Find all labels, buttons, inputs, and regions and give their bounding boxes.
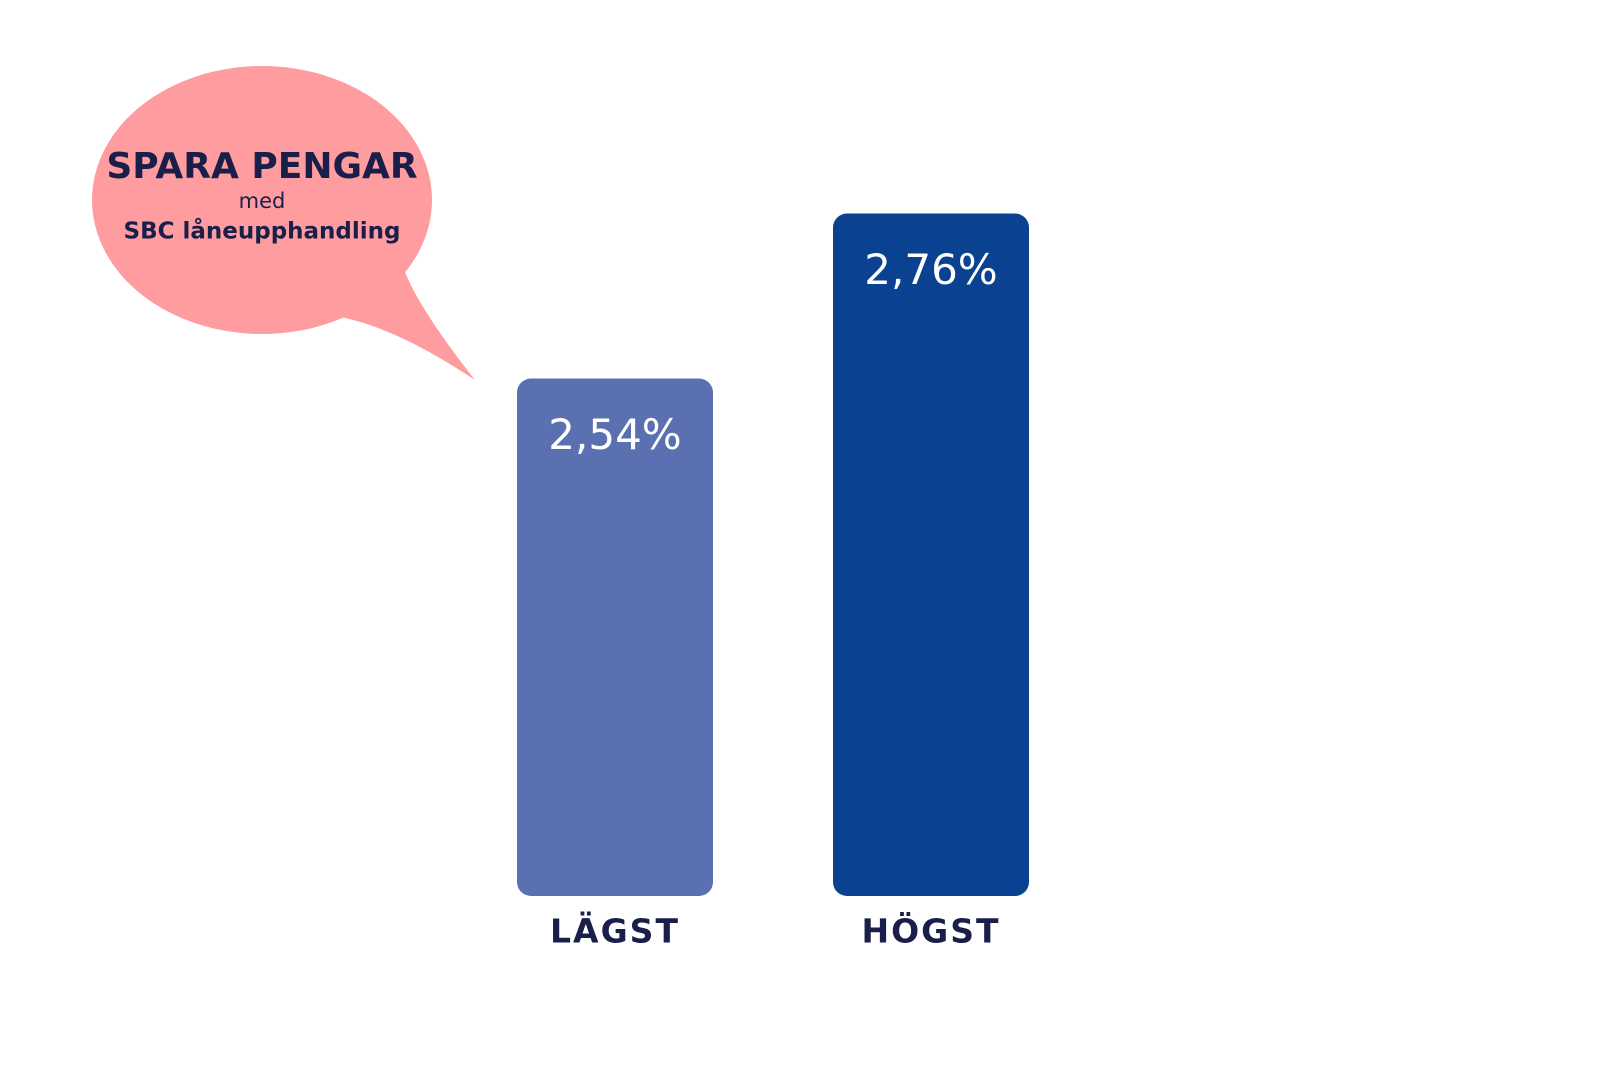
bar [517,378,713,896]
value-label: 2,76% [864,245,997,294]
speech-bubble [92,66,475,380]
annotation-text: SBC låneupphandling [124,218,401,245]
bubble-body [92,66,432,334]
annotation-title: SPARA PENGAR [106,146,417,187]
bubble-tail [300,250,475,380]
bar [833,213,1029,896]
annotation-text: med [239,189,286,213]
x-tick-label: HÖGST [861,911,1000,951]
value-label: 2,54% [548,410,681,459]
x-tick-label: LÄGST [550,911,680,951]
